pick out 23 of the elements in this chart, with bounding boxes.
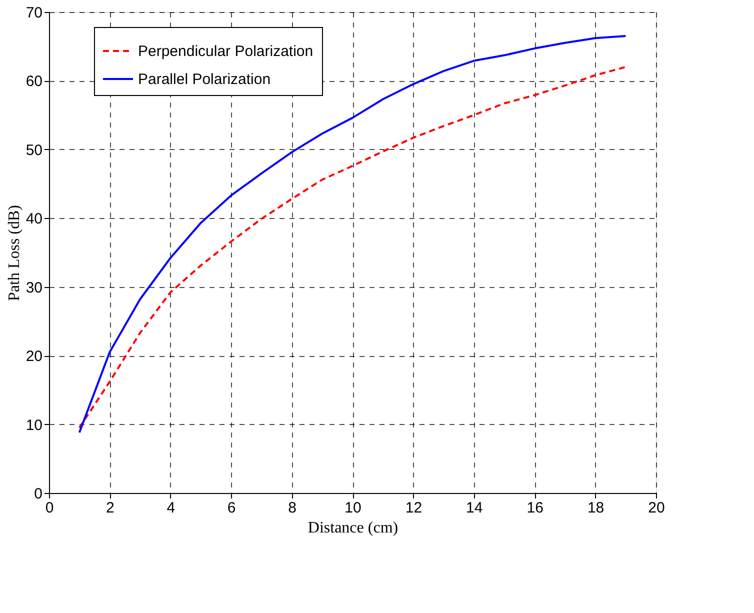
y-tick-label: 50 bbox=[26, 142, 42, 159]
y-tick-label: 40 bbox=[26, 210, 42, 228]
x-tick-label: 16 bbox=[526, 500, 544, 516]
y-tick-label: 30 bbox=[26, 279, 42, 296]
y-tick-label: 0 bbox=[34, 486, 42, 502]
x-tick-label: 2 bbox=[106, 500, 114, 516]
x-tick-label: 10 bbox=[344, 500, 362, 516]
x-tick-label: 8 bbox=[288, 500, 296, 516]
x-tick-label: 6 bbox=[227, 500, 236, 516]
y-tick-label: 20 bbox=[26, 348, 42, 366]
x-tick-label: 12 bbox=[405, 500, 422, 516]
y-axis-title: Path Loss (dB) bbox=[6, 205, 23, 301]
x-tick-label: 14 bbox=[466, 500, 483, 516]
x-axis-title: Distance (cm) bbox=[308, 520, 398, 536]
legend-label: Parallel Polarization bbox=[138, 71, 271, 88]
x-tick-label: 4 bbox=[166, 500, 176, 516]
legend-label: Perpendicular Polarization bbox=[138, 43, 314, 60]
x-tick-label: 0 bbox=[45, 500, 54, 516]
x-tick-label: 18 bbox=[587, 500, 604, 516]
x-tick-label: 20 bbox=[648, 500, 665, 516]
y-tick-label: 60 bbox=[26, 73, 42, 90]
y-tick-label: 70 bbox=[26, 4, 42, 22]
y-tick-label: 10 bbox=[26, 416, 42, 434]
